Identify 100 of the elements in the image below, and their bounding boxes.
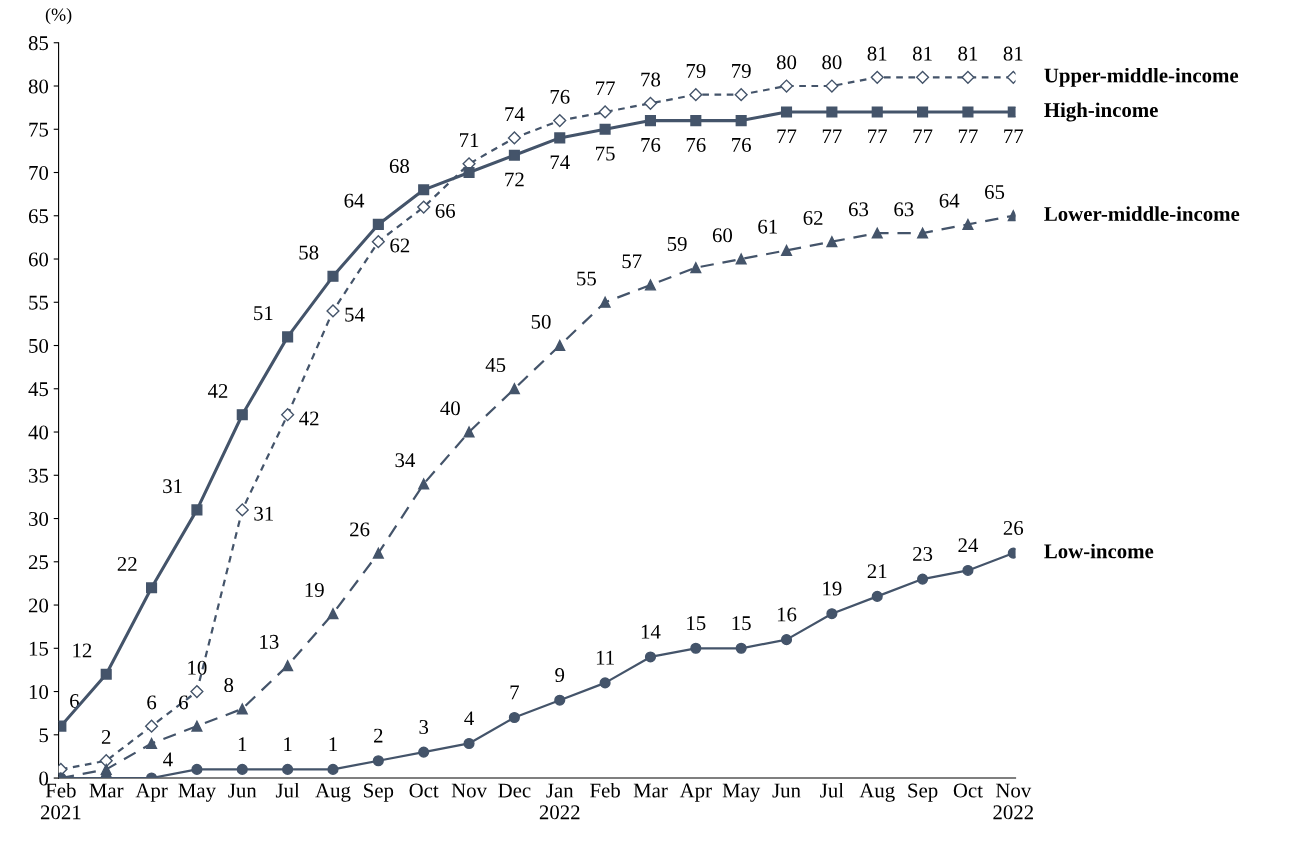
- y-tick-label: 65: [28, 209, 49, 224]
- data-label: 13: [260, 634, 279, 649]
- data-label: 7: [510, 685, 520, 700]
- data-label: 1: [329, 737, 337, 752]
- x-tick-label: Jan 2022: [539, 783, 580, 820]
- point: [598, 105, 612, 119]
- data-label: 63: [894, 202, 914, 217]
- data-label: 81: [912, 46, 932, 61]
- data-label: 62: [803, 210, 823, 225]
- x-tick-label: Jul: [275, 782, 300, 798]
- data-label: 63: [848, 202, 869, 217]
- data-label: 19: [305, 582, 324, 597]
- data-label: 26: [1003, 521, 1024, 536]
- data-label: 9: [555, 668, 565, 683]
- data-label: 77: [958, 129, 978, 144]
- data-label: 21: [867, 564, 887, 579]
- point: [236, 703, 248, 715]
- data-label: 71: [460, 133, 479, 147]
- x-tick-label: Mar: [633, 783, 668, 798]
- y-tick-label: 50: [29, 338, 49, 353]
- point: [962, 218, 974, 230]
- point: [236, 763, 248, 775]
- point: [962, 564, 974, 576]
- data-label: 1: [284, 737, 292, 752]
- point: [282, 763, 294, 775]
- data-label: 45: [485, 358, 506, 373]
- data-label: 15: [687, 616, 706, 631]
- series-label: Upper-middle-income: [1044, 67, 1239, 87]
- point: [508, 383, 520, 395]
- data-label: 72: [505, 172, 524, 187]
- point: [690, 115, 702, 127]
- x-tick-label: Jun: [228, 783, 257, 798]
- point: [554, 132, 566, 144]
- point: [372, 218, 384, 230]
- data-label: 3: [419, 719, 429, 734]
- y-tick-label: 35: [29, 468, 49, 483]
- data-label: 76: [732, 137, 751, 152]
- x-tick-label: Apr: [679, 783, 712, 802]
- point: [507, 131, 521, 145]
- point: [508, 149, 520, 161]
- point: [417, 200, 431, 214]
- x-tick-label: Mar: [89, 783, 124, 798]
- point: [871, 227, 883, 239]
- y-tick-label: 70: [29, 165, 49, 180]
- point: [191, 720, 203, 732]
- data-label: 81: [1003, 46, 1023, 61]
- data-label: 80: [776, 55, 797, 70]
- point: [690, 262, 702, 274]
- point: [553, 114, 567, 128]
- point: [643, 96, 658, 110]
- point: [779, 79, 794, 93]
- data-label: 65: [985, 185, 1005, 200]
- y-tick-label: 20: [28, 598, 49, 613]
- point: [144, 719, 159, 733]
- data-label: 26: [350, 522, 370, 537]
- point: [644, 115, 657, 127]
- x-tick-label: Jul: [820, 782, 844, 798]
- y-tick-label: 5: [39, 728, 49, 743]
- data-label: 76: [641, 137, 661, 152]
- point: [734, 88, 748, 102]
- data-label: 76: [550, 89, 570, 104]
- point: [191, 504, 203, 516]
- point: [463, 426, 475, 438]
- x-tick-label: Oct: [409, 783, 439, 798]
- data-label: 6: [147, 695, 157, 710]
- data-label: 80: [822, 55, 842, 70]
- point: [326, 304, 340, 318]
- point: [554, 339, 566, 352]
- x-tick-label: Dec: [498, 783, 531, 798]
- point: [644, 279, 657, 291]
- data-label: 57: [622, 254, 642, 269]
- point: [917, 227, 929, 239]
- data-label: 14: [641, 624, 661, 639]
- x-tick-label: May: [178, 783, 216, 802]
- y-tick-label: 25: [28, 555, 49, 570]
- point: [146, 582, 158, 594]
- series-label: High-income: [1044, 102, 1158, 122]
- x-tick-label: Apr: [135, 783, 168, 802]
- x-tick-label: Aug: [859, 783, 895, 802]
- data-label: 76: [686, 137, 706, 152]
- point: [826, 608, 838, 620]
- data-label: 24: [958, 538, 979, 553]
- data-label: 77: [596, 81, 615, 96]
- data-label: 6: [179, 695, 188, 710]
- point: [690, 642, 702, 654]
- point: [826, 106, 838, 118]
- data-label: 42: [207, 383, 228, 398]
- point: [190, 684, 204, 699]
- point: [780, 244, 793, 256]
- point: [962, 106, 974, 118]
- data-label: 66: [435, 203, 456, 218]
- point: [327, 763, 339, 775]
- point: [599, 296, 611, 308]
- data-label: 81: [958, 46, 978, 61]
- point: [915, 70, 930, 84]
- point: [871, 106, 883, 118]
- y-tick-label: 10: [29, 684, 49, 699]
- point: [146, 737, 158, 750]
- point: [191, 763, 203, 775]
- data-label: 22: [117, 557, 137, 571]
